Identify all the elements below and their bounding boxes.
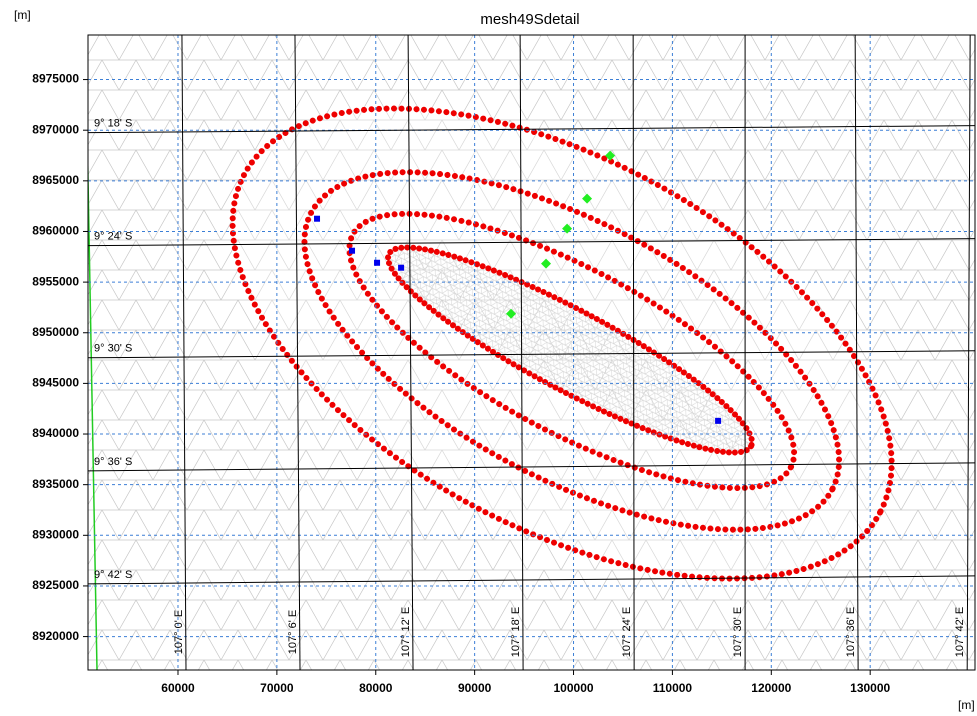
parallel-label: 9° 18' S — [94, 118, 132, 130]
chart-title: mesh49Sdetail — [480, 11, 579, 28]
y-tick-label: 8965000 — [32, 173, 79, 187]
meridian-label: 107° 24' E — [621, 607, 633, 658]
y-tick-label: 8930000 — [32, 527, 79, 541]
x-tick-label: 60000 — [161, 681, 195, 695]
y-tick-label: 8970000 — [32, 122, 79, 136]
meridian-label: 107° 12' E — [400, 607, 412, 658]
point — [374, 260, 380, 266]
x-tick-label: 120000 — [751, 681, 791, 695]
plot-layer: 9° 18' S 9° 24' S 9° 30' S 9° 36' S 9° 42' S… — [86, 11, 975, 676]
x-tick-label: 100000 — [554, 681, 594, 695]
parallel-label: 9° 30' S — [94, 343, 132, 355]
y-tick-label: 8975000 — [32, 72, 79, 86]
x-unit: [m] — [958, 698, 975, 712]
parallel-label: 9° 24' S — [94, 231, 132, 243]
y-tick-label: 8945000 — [32, 376, 79, 390]
y-tick-label: 8920000 — [32, 629, 79, 643]
meridian-label: 107° 36' E — [845, 607, 857, 658]
x-tick-label: 80000 — [359, 681, 393, 695]
meridian-label: 107° 6' E — [287, 610, 299, 654]
point — [398, 265, 404, 271]
point — [349, 248, 355, 254]
y-tick-label: 8955000 — [32, 274, 79, 288]
y-tick-label: 8950000 — [32, 325, 79, 339]
x-tick-label: 90000 — [458, 681, 492, 695]
meridian-label: 107° 42' E — [954, 607, 966, 658]
parallel-label: 9° 42' S — [94, 569, 132, 581]
point — [314, 216, 320, 222]
y-tick-label: 8940000 — [32, 426, 79, 440]
parallel-label: 9° 36' S — [94, 456, 132, 468]
y-tick-label: 8960000 — [32, 224, 79, 238]
point — [715, 418, 721, 424]
map-view: [m] [m] mesh49Sdetail 9° 18' S9° 24' S9°… — [0, 0, 977, 716]
meridian-label: 107° 30' E — [732, 607, 744, 658]
x-tick-label: 70000 — [260, 681, 294, 695]
meridian-label: 107° 0' E — [173, 610, 185, 654]
y-tick-label: 8925000 — [32, 578, 79, 592]
y-unit: [m] — [14, 8, 31, 22]
y-tick-label: 8935000 — [32, 477, 79, 491]
x-tick-label: 130000 — [850, 681, 890, 695]
meridian-label: 107° 18' E — [510, 607, 522, 658]
x-tick-label: 110000 — [653, 681, 693, 695]
